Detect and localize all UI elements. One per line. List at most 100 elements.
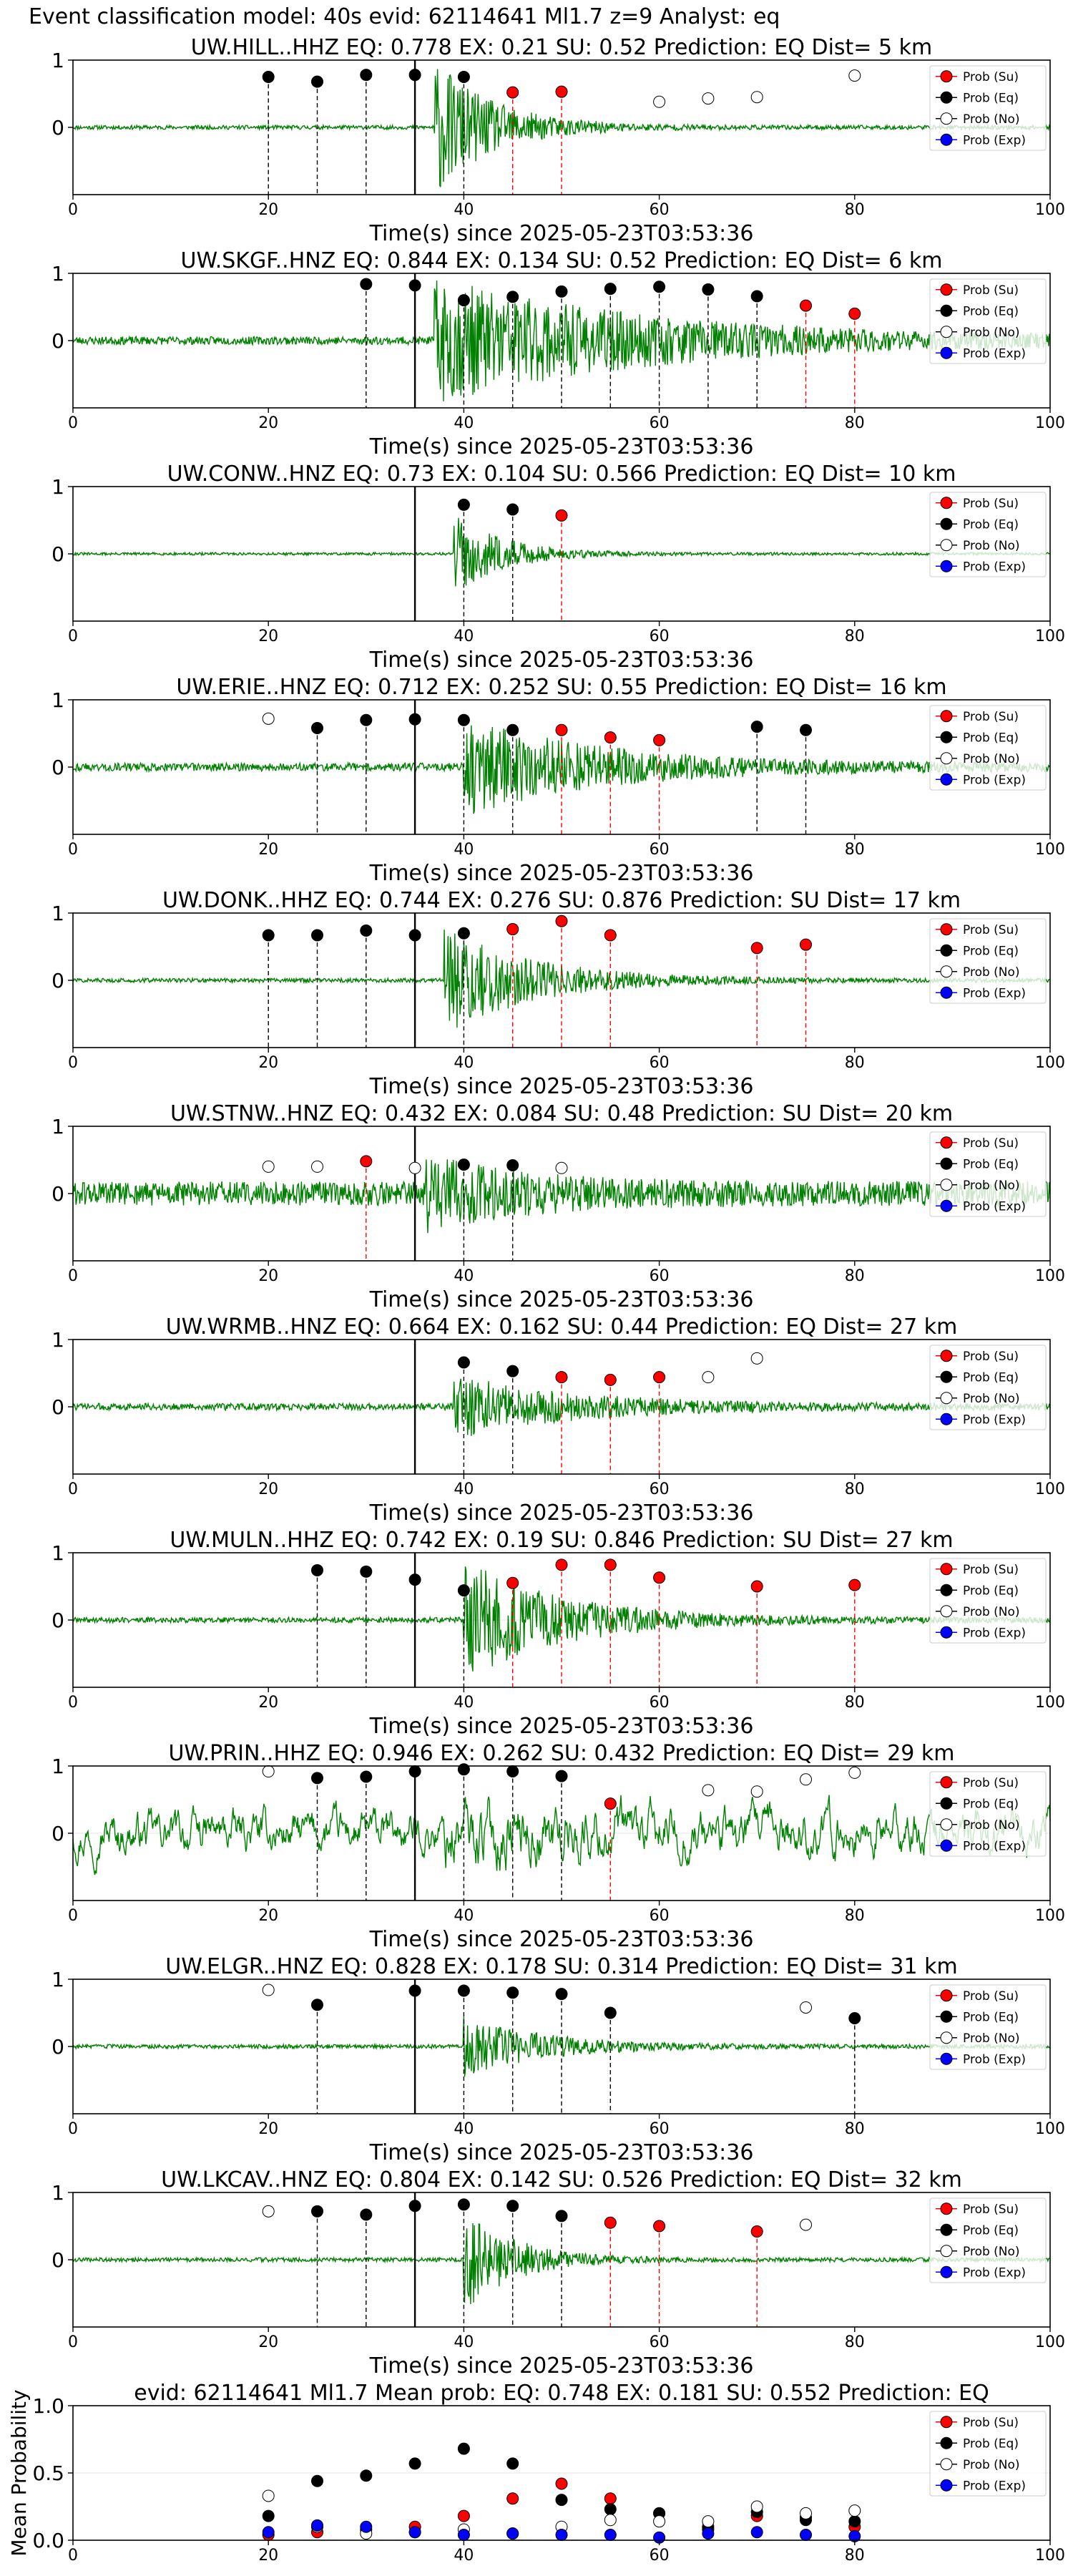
legend-label: Prob (Eq) <box>963 517 1019 532</box>
legend-label: Prob (Exp) <box>963 2265 1026 2280</box>
prob-marker-eq <box>311 1999 323 2011</box>
legend-box <box>929 1131 1047 1217</box>
prob-marker-eq <box>457 1763 470 1776</box>
legend-marker <box>940 346 953 359</box>
x-tick-label: 80 <box>845 2333 865 2351</box>
legend-marker <box>940 1350 953 1362</box>
legend-marker <box>940 497 953 509</box>
x-axis-label: Time(s) since 2025-05-23T03:53:36 <box>369 1501 754 1526</box>
mean-prob-marker-exp <box>800 2528 812 2541</box>
prob-marker-eq <box>555 285 568 298</box>
x-axis-label: Time(s) since 2025-05-23T03:53:36 <box>369 2140 754 2165</box>
mean-prob-marker-exp <box>604 2528 617 2541</box>
legend-marker <box>940 965 953 978</box>
legend-label: Prob (Su) <box>963 1989 1019 2004</box>
legend-label: Prob (Eq) <box>963 1370 1019 1385</box>
y-tick-label: 1 <box>52 262 64 286</box>
x-tick-label: 80 <box>845 2120 865 2138</box>
x-tick-label: 60 <box>650 201 670 219</box>
x-tick-label: 0 <box>68 2333 78 2351</box>
chart-panel: UW.CONW..HNZ EQ: 0.73 EX: 0.104 SU: 0.56… <box>52 462 1065 673</box>
prob-marker-no <box>262 1984 275 1996</box>
legend-label: Prob (Eq) <box>963 304 1019 318</box>
x-tick-label: 80 <box>845 841 865 859</box>
mean-prob-marker-su <box>457 2509 470 2522</box>
mean-prob-marker-eq <box>262 2509 275 2522</box>
x-tick-label: 40 <box>454 414 474 432</box>
x-tick-label: 80 <box>845 1907 865 1925</box>
prob-marker-eq <box>457 2198 470 2211</box>
prob-marker-eq <box>653 280 666 293</box>
legend-marker <box>940 1626 953 1639</box>
legend-label: Prob (Exp) <box>963 1839 1026 1853</box>
prob-marker-su <box>800 299 812 312</box>
prob-marker-eq <box>360 278 373 291</box>
legend-marker <box>940 112 953 125</box>
mean-prob-marker-eq <box>506 2457 519 2470</box>
prob-marker-eq <box>408 1765 421 1778</box>
prob-marker-no <box>848 1766 861 1779</box>
x-tick-label: 60 <box>650 841 670 859</box>
panel-title: UW.SKGF..HNZ EQ: 0.844 EX: 0.134 SU: 0.5… <box>181 248 943 273</box>
x-tick-label: 80 <box>845 1267 865 1285</box>
y-tick-label: 1 <box>52 1328 64 1352</box>
prob-marker-eq <box>604 283 617 296</box>
prob-marker-su <box>555 1558 568 1571</box>
prob-marker-eq <box>408 69 421 82</box>
panel-title: UW.PRIN..HHZ EQ: 0.946 EX: 0.262 SU: 0.4… <box>168 1741 954 1766</box>
legend-label: Prob (Exp) <box>963 773 1026 787</box>
x-tick-label: 20 <box>258 841 278 859</box>
y-tick-label: 1 <box>52 475 64 499</box>
legend-label: Prob (Eq) <box>963 91 1019 105</box>
mean-prob-marker-eq <box>848 2515 861 2528</box>
x-tick-label: 40 <box>454 2120 474 2138</box>
mean-prob-marker-exp <box>750 2526 763 2539</box>
legend-box <box>929 1771 1047 1857</box>
prob-marker-no <box>262 1160 275 1173</box>
prob-marker-eq <box>702 283 715 296</box>
x-tick-label: 20 <box>258 2120 278 2138</box>
legend-box <box>929 2411 1047 2497</box>
x-axis-label: Time(s) since 2025-05-23T03:53:36 <box>369 434 754 459</box>
x-tick-label: 20 <box>258 1694 278 1712</box>
prob-marker-no <box>750 1785 763 1798</box>
chart-panel: UW.HILL..HHZ EQ: 0.778 EX: 0.21 SU: 0.52… <box>52 35 1065 246</box>
prob-marker-su <box>604 1373 617 1386</box>
panel-title: UW.DONK..HHZ EQ: 0.744 EX: 0.276 SU: 0.8… <box>162 888 961 913</box>
prob-marker-eq <box>360 713 373 726</box>
prob-marker-eq <box>506 503 519 516</box>
x-tick-label: 80 <box>845 1694 865 1712</box>
x-tick-label: 0 <box>68 1054 78 1072</box>
prob-marker-eq <box>457 713 470 726</box>
prob-marker-no <box>408 1161 421 1174</box>
x-tick-label: 100 <box>1035 1480 1065 1498</box>
prob-marker-eq <box>457 1158 470 1171</box>
y-tick-label: 1 <box>52 49 64 72</box>
prob-marker-no <box>262 1765 275 1778</box>
x-tick-label: 60 <box>650 1907 670 1925</box>
mean-prob-marker-exp <box>506 2527 519 2540</box>
legend-marker <box>940 1179 953 1191</box>
legend-marker <box>940 1797 953 1810</box>
prob-marker-su <box>555 914 568 927</box>
x-tick-label: 20 <box>258 2333 278 2351</box>
mean-prob-marker-su <box>506 2492 519 2505</box>
prob-marker-su <box>506 923 519 936</box>
chart-panel: UW.MULN..HHZ EQ: 0.742 EX: 0.19 SU: 0.84… <box>52 1528 1065 1739</box>
prob-marker-eq <box>457 1984 470 1997</box>
x-tick-label: 100 <box>1035 2120 1065 2138</box>
prob-marker-eq <box>555 2210 568 2223</box>
y-tick-label: 1 <box>52 1755 64 1778</box>
chart-panel: UW.ERIE..HNZ EQ: 0.712 EX: 0.252 SU: 0.5… <box>52 675 1065 886</box>
x-tick-label: 100 <box>1035 1054 1065 1072</box>
x-tick-label: 0 <box>68 628 78 645</box>
x-tick-label: 20 <box>258 628 278 645</box>
prob-marker-eq <box>408 929 421 942</box>
legend-marker <box>940 986 953 999</box>
legend-label: Prob (No) <box>963 1818 1020 1833</box>
prob-marker-no <box>702 1371 715 1384</box>
mean-prob-marker-no <box>750 2500 763 2513</box>
prob-marker-su <box>555 723 568 736</box>
x-tick-label: 100 <box>1035 201 1065 219</box>
